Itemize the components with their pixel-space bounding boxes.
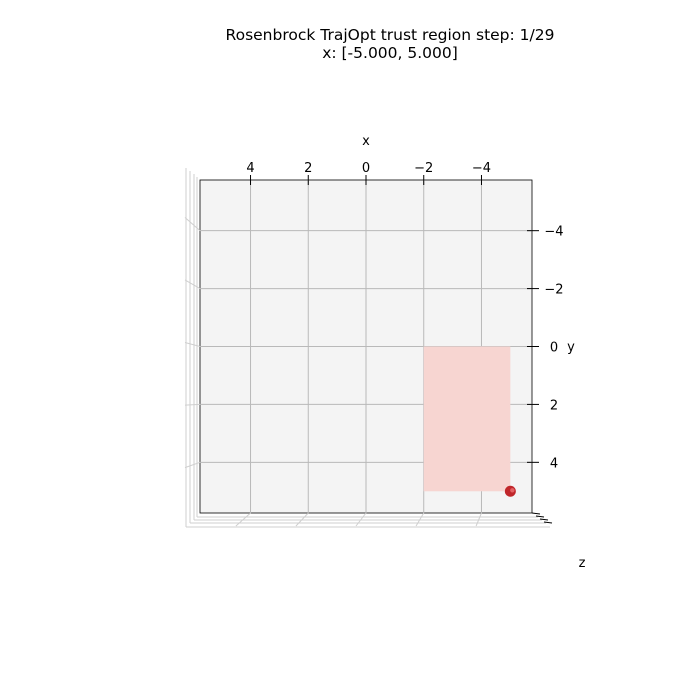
- x-tick-label: 4: [246, 161, 254, 176]
- z-axis-ticks: [531, 512, 553, 524]
- x-tick-label: 0: [362, 161, 370, 176]
- title-line-1: Rosenbrock TrajOpt trust region step: 1/…: [225, 26, 555, 44]
- z-tick-mark: [539, 518, 549, 521]
- y-tick-label: 0: [550, 341, 558, 356]
- y-tick-label: 2: [550, 398, 558, 413]
- current-point-highlight: [510, 488, 515, 493]
- y-tick-label: −4: [544, 225, 563, 240]
- x-wall-grid-line: [415, 512, 425, 527]
- x-tick-label: −4: [472, 161, 491, 176]
- y-wall-grid-line: [184, 342, 201, 347]
- z-tick-mark: [543, 521, 553, 524]
- current-point-layer: [504, 485, 516, 497]
- x-tick-label: 2: [304, 161, 312, 176]
- y-wall-grid-line: [184, 217, 201, 232]
- y-wall-grid-line: [184, 461, 201, 469]
- y-axis-label: y: [567, 340, 575, 355]
- x-tick-label: −2: [414, 161, 433, 176]
- z-tick-mark: [535, 515, 545, 518]
- y-wall-grid-line: [184, 403, 201, 406]
- x-axis-label: x: [362, 134, 370, 149]
- y-tick-label: 4: [550, 456, 558, 471]
- x-wall-grid-line: [355, 512, 367, 527]
- trust-region-rect: [423, 346, 511, 492]
- y-axis-ticks: −4 −2 0 2 4: [527, 225, 564, 471]
- chart-title: Rosenbrock TrajOpt trust region step: 1/…: [140, 26, 640, 62]
- z-tick-mark: [531, 512, 541, 515]
- wall-grid-lines: [184, 217, 482, 527]
- title-line-2: x: [-5.000, 5.000]: [322, 44, 458, 62]
- trust-region-layer: [423, 346, 511, 492]
- x-axis-ticks: 4 2 0 −2 −4: [246, 161, 491, 185]
- x-wall-grid-line: [475, 512, 482, 527]
- x-wall-grid-line: [295, 512, 309, 527]
- y-wall-grid-line: [184, 279, 201, 290]
- y-tick-label: −2: [544, 283, 563, 298]
- z-axis-label: z: [579, 556, 586, 571]
- x-wall-grid-line: [235, 512, 251, 527]
